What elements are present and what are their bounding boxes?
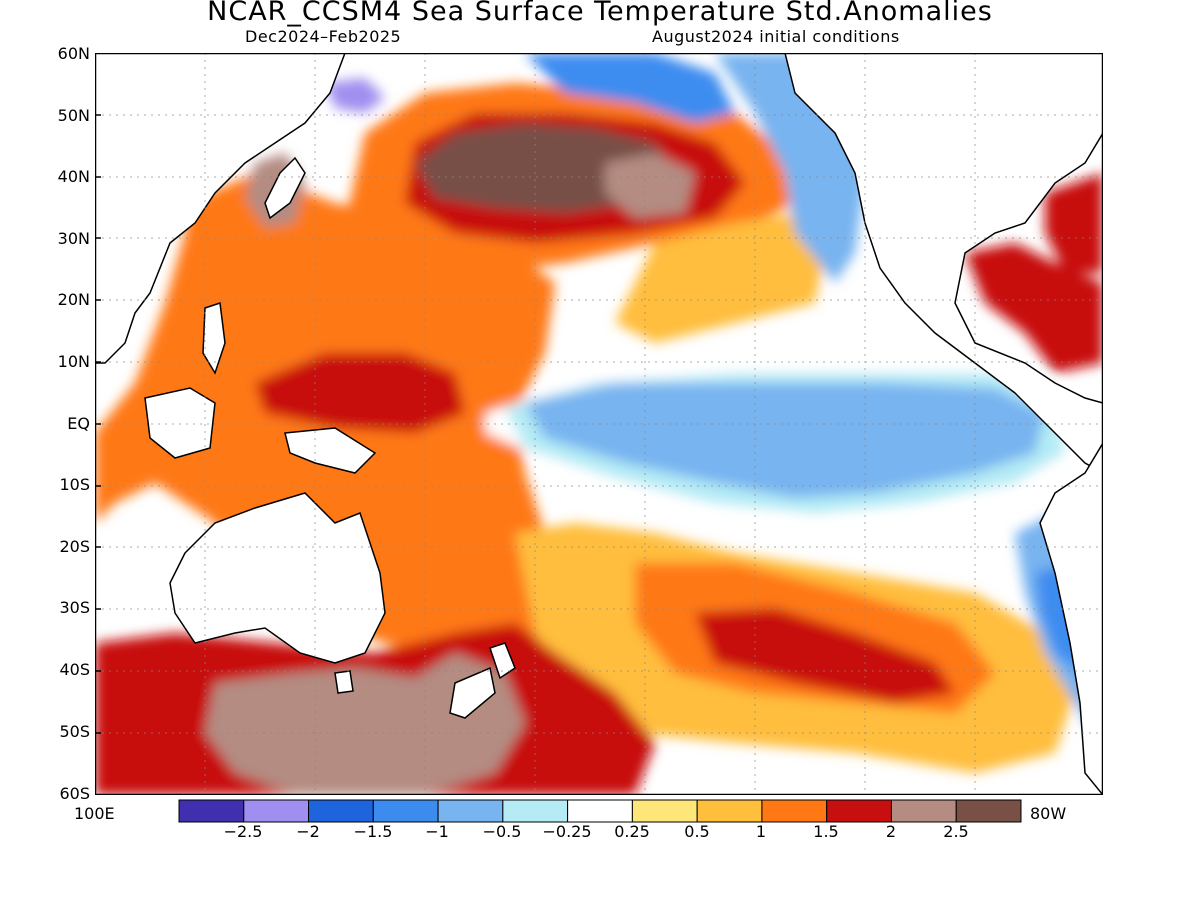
colorbar-swatch bbox=[955, 799, 1022, 823]
colorbar-swatch bbox=[696, 799, 763, 823]
colorbar bbox=[178, 799, 1022, 823]
initial-conditions: August2024 initial conditions bbox=[652, 27, 900, 46]
colorbar-swatch bbox=[437, 799, 504, 823]
anomaly-region-north-yellow bbox=[615, 213, 825, 343]
anomaly-region-caribbean-red bbox=[965, 243, 1103, 373]
borneo-island bbox=[144, 387, 216, 459]
colorbar-label: 1 bbox=[755, 822, 767, 841]
colorbar-swatch bbox=[761, 799, 828, 823]
lat-label-60n: 60N bbox=[57, 44, 90, 63]
colorbar-label: −0.5 bbox=[482, 822, 522, 841]
lat-label-30n: 30N bbox=[57, 229, 90, 248]
lon-label-left: 100E bbox=[74, 804, 115, 823]
colorbar-label: 0.5 bbox=[684, 822, 710, 841]
colorbar-label: −1.5 bbox=[353, 822, 393, 841]
anomaly-region-south-red bbox=[695, 608, 955, 703]
lat-label-30s: 30S bbox=[59, 598, 90, 617]
japan-island bbox=[264, 156, 306, 220]
colorbar-swatch bbox=[243, 799, 310, 823]
australia-landmass bbox=[169, 492, 386, 664]
colorbar-label: 1.5 bbox=[813, 822, 839, 841]
colorbar-label: −2.5 bbox=[223, 822, 263, 841]
lat-label-10s: 10S bbox=[59, 475, 90, 494]
lat-label-40s: 40S bbox=[59, 660, 90, 679]
forecast-period: Dec2024–Feb2025 bbox=[245, 27, 402, 46]
anomaly-region-southern-brown bbox=[205, 653, 525, 795]
new-guinea-island bbox=[284, 427, 377, 474]
colorbar-swatch bbox=[567, 799, 633, 823]
asia-landmass bbox=[95, 53, 346, 364]
colorbar-label: −2 bbox=[296, 822, 320, 841]
lat-label-20s: 20S bbox=[59, 537, 90, 556]
colorbar-label: 2 bbox=[885, 822, 897, 841]
map-title: NCAR_CCSM4 Sea Surface Temperature Std.A… bbox=[207, 0, 993, 27]
colorbar-swatch bbox=[178, 799, 245, 823]
lat-label-50n: 50N bbox=[57, 106, 90, 125]
tasmania-island bbox=[334, 670, 354, 694]
lat-label-50s: 50S bbox=[59, 722, 90, 741]
lat-label-20n: 20N bbox=[57, 290, 90, 309]
colorbar-swatch bbox=[502, 799, 569, 823]
axis-ticks bbox=[95, 114, 101, 734]
anomaly-region-atlantic-red bbox=[1045, 173, 1103, 273]
colorbar-label: 0.25 bbox=[614, 822, 650, 841]
graticule bbox=[95, 53, 1103, 795]
new-zealand-south-island bbox=[449, 666, 496, 719]
new-zealand-north-island bbox=[489, 642, 516, 680]
philippines-island bbox=[202, 301, 226, 375]
colorbar-label: −1 bbox=[425, 822, 449, 841]
lat-label-eq: EQ bbox=[67, 414, 90, 433]
south-america-landmass bbox=[1039, 441, 1103, 795]
anomaly-region-north-lightbrown bbox=[605, 153, 695, 218]
anomaly-region-bering-purple bbox=[325, 78, 385, 113]
sst-anomaly-map bbox=[95, 53, 1103, 795]
colorbar-swatch bbox=[372, 799, 439, 823]
colorbar-swatch bbox=[308, 799, 374, 823]
lat-label-60s: 60S bbox=[59, 784, 90, 803]
colorbar-label: 2.5 bbox=[943, 822, 969, 841]
colorbar-swatch bbox=[631, 799, 698, 823]
lat-label-40n: 40N bbox=[57, 167, 90, 186]
anomaly-region-cold-tongue-blue bbox=[525, 383, 1045, 498]
anomaly-region-alaska-blue bbox=[525, 53, 735, 123]
lat-label-10n: 10N bbox=[57, 352, 90, 371]
colorbar-label: −0.25 bbox=[542, 822, 592, 841]
colorbar-swatch bbox=[826, 799, 892, 823]
anomaly-field bbox=[95, 53, 1103, 795]
colorbar-swatch bbox=[890, 799, 957, 823]
lon-label-right: 80W bbox=[1030, 804, 1067, 823]
anomaly-region-west-red bbox=[255, 353, 465, 433]
